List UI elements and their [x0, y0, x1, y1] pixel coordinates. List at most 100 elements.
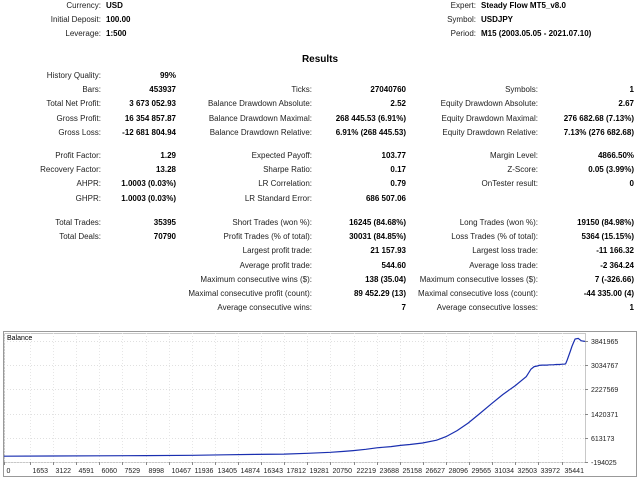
- balance-chart-svg: -194025 613173 1420371 2227569 3034767 384196…: [3, 331, 637, 477]
- stat-value: 16245 (84.68%): [349, 218, 406, 227]
- stat-value: 35395: [153, 218, 176, 227]
- stat-value: 6.91% (268 445.53): [335, 127, 406, 137]
- stat-value: 7.13% (276 682.68): [563, 127, 634, 137]
- stat-label: Ticks:: [291, 85, 312, 95]
- stat-label: Long Trades (won %):: [459, 218, 538, 227]
- leverage-value: 1:500: [106, 29, 127, 38]
- deposit-label: Initial Deposit:: [50, 15, 101, 24]
- y-tick-label: 2227569: [591, 387, 618, 394]
- period-value: M15 (2003.05.05 - 2021.07.10): [481, 29, 592, 38]
- x-tick-label: 32503: [518, 468, 538, 475]
- stat-value: 30031 (84.85%): [349, 232, 406, 242]
- stat-value: 544.60: [381, 260, 406, 270]
- stat-label: Loss Trades (% of total):: [451, 232, 538, 242]
- x-tick-label: 22219: [357, 468, 377, 475]
- x-tick-label: 23688: [380, 468, 400, 475]
- expert-label: Expert:: [450, 1, 476, 10]
- stat-label: Maximal consecutive loss (count):: [417, 289, 538, 298]
- stat-label: Balance Drawdown Maximal:: [208, 113, 312, 123]
- stat-label: Total Net Profit:: [46, 99, 101, 109]
- stat-label: LR Standard Error:: [244, 193, 312, 203]
- stat-value: 0.17: [390, 165, 406, 175]
- x-tick-label: 0: [7, 468, 11, 475]
- x-tick-label: 19281: [310, 468, 330, 475]
- stat-label: Balance Drawdown Absolute:: [207, 99, 312, 109]
- stat-label: Margin Level:: [489, 151, 538, 160]
- stat-value: 19150 (84.98%): [577, 218, 634, 227]
- stat-label: Symbols:: [505, 85, 538, 95]
- stat-value: 138 (35.04): [365, 274, 406, 284]
- y-tick-label: 613173: [591, 436, 614, 443]
- stat-value: 103.77: [381, 151, 406, 160]
- stat-label: Maximum consecutive wins ($):: [200, 274, 312, 284]
- x-tick-label: 10467: [172, 468, 192, 475]
- stat-value: 0: [629, 179, 634, 189]
- stat-label: Average consecutive losses:: [436, 303, 538, 313]
- stat-label: Largest loss trade:: [472, 246, 538, 256]
- stat-label: Expected Payoff:: [251, 151, 312, 160]
- stat-value: 1: [629, 303, 634, 313]
- x-tick-label: 25158: [403, 468, 423, 475]
- stat-value: 686 507.06: [365, 193, 406, 203]
- stat-value: 276 682.68 (7.13%): [563, 113, 634, 123]
- balance-chart: -194025 613173 1420371 2227569 3034767 384196…: [3, 331, 637, 477]
- x-tick-label: 17812: [287, 468, 307, 475]
- stat-value: 21 157.93: [370, 246, 406, 256]
- x-tick-label: 7529: [125, 468, 141, 475]
- x-tick-label: 16343: [264, 468, 284, 475]
- x-tick-label: 20750: [333, 468, 353, 475]
- stat-value: 1.0003 (0.03%): [121, 193, 176, 203]
- stat-label: Gross Profit:: [56, 113, 101, 123]
- stat-value: 2.67: [618, 99, 634, 109]
- stat-value: 3 673 052.93: [129, 99, 176, 109]
- stat-label: Maximal consecutive profit (count):: [188, 289, 312, 298]
- symbol-label: Symbol:: [447, 15, 476, 24]
- stat-value: 27040760: [370, 85, 406, 95]
- stat-label: Average loss trade:: [469, 260, 538, 270]
- x-tick-label: 35441: [565, 468, 585, 475]
- stat-label: Average profit trade:: [239, 260, 312, 270]
- stat-value: 99%: [159, 71, 176, 80]
- stat-value: -11 166.32: [596, 246, 634, 256]
- stat-label: LR Correlation:: [258, 179, 312, 189]
- stat-value: 7: [401, 303, 406, 313]
- stat-value: 453937: [149, 85, 176, 95]
- x-tick-label: 28096: [449, 468, 469, 475]
- y-tick-label: 1420371: [591, 412, 618, 419]
- x-tick-label: 6060: [102, 468, 118, 475]
- stat-label: Gross Loss:: [58, 127, 101, 137]
- stat-label: Recovery Factor:: [40, 165, 101, 175]
- leverage-label: Leverage:: [65, 29, 101, 38]
- results-title: Results: [301, 54, 339, 65]
- x-tick-label: 13405: [218, 468, 238, 475]
- stat-value: 1.29: [160, 151, 176, 160]
- stat-label: Profit Factor:: [55, 151, 101, 160]
- stat-label: Z-Score:: [507, 165, 538, 175]
- stat-value: 70790: [153, 232, 176, 242]
- stat-value: 2.52: [390, 99, 406, 109]
- stat-value: 1: [629, 85, 634, 95]
- stat-label: GHPR:: [75, 193, 101, 203]
- stat-label: Bars:: [82, 85, 101, 95]
- stat-label: Profit Trades (% of total):: [223, 232, 312, 242]
- chart-frame: [3, 331, 637, 477]
- x-tick-label: 29565: [472, 468, 492, 475]
- stat-label: Total Trades:: [55, 218, 101, 227]
- x-tick-label: 33972: [541, 468, 561, 475]
- stat-value: 268 445.53 (6.91%): [335, 113, 406, 123]
- stat-value: 89 452.29 (13): [353, 289, 406, 298]
- stat-label: AHPR:: [76, 179, 101, 189]
- chart-title: Balance: [7, 335, 32, 342]
- stat-value: 7 (-326.66): [594, 274, 634, 284]
- stat-value: 13.28: [155, 165, 176, 175]
- y-tick-label: 3841965: [591, 339, 618, 346]
- stat-label: Maximum consecutive losses ($):: [419, 274, 538, 284]
- y-tick-label: 3034767: [591, 363, 618, 370]
- period-label: Period:: [450, 29, 476, 38]
- stat-label: Equity Drawdown Relative:: [442, 127, 538, 137]
- stat-label: History Quality:: [46, 71, 101, 80]
- stat-label: Equity Drawdown Maximal:: [441, 113, 538, 123]
- stat-value: -12 681 804.94: [122, 127, 176, 137]
- stat-value: 4866.50%: [597, 151, 634, 160]
- balance-line: [3, 337, 586, 457]
